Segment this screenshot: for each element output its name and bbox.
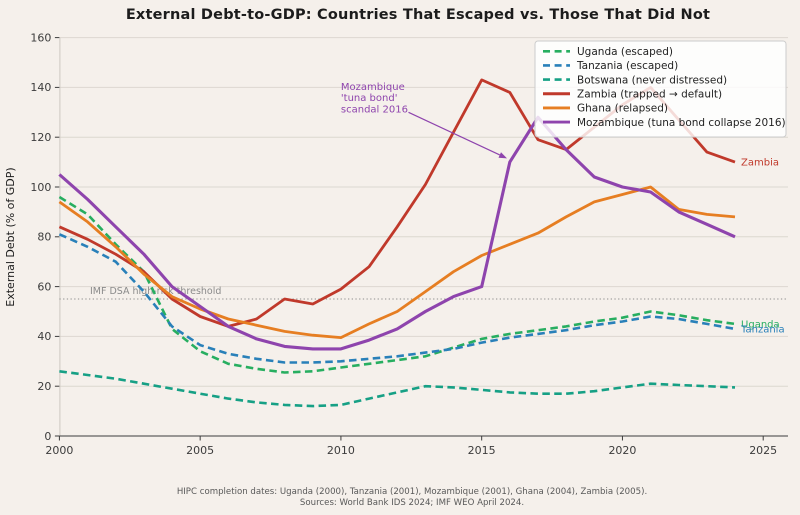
y-tick-label: 0 <box>44 430 51 443</box>
legend-item-tanzania: Tanzania (escaped) <box>543 60 678 72</box>
y-tick-label: 100 <box>30 181 51 194</box>
x-tick-label: 2000 <box>45 444 73 457</box>
series-line-botswana <box>59 370 736 408</box>
legend-label: Zambia (trapped → default) <box>577 88 722 100</box>
series-line-mozambique <box>58 115 736 351</box>
legend-label: Ghana (relapsed) <box>577 103 668 115</box>
series-line-ghana <box>58 185 736 339</box>
y-tick-label: 160 <box>30 31 51 44</box>
y-tick-label: 40 <box>37 330 51 343</box>
x-tick-label: 2010 <box>327 444 355 457</box>
x-tick-label: 2020 <box>608 444 636 457</box>
y-tick-label: 20 <box>37 380 51 393</box>
end-label-zambia: Zambia <box>741 158 779 169</box>
annotation-text-line: 'tuna bond' <box>341 93 398 104</box>
legend-item-mozambique: Mozambique (tuna bond collapse 2016) <box>543 117 786 129</box>
annotation-text-line: scandal 2016 <box>341 104 408 115</box>
chart-title: External Debt-to-GDP: Countries That Esc… <box>125 7 711 23</box>
annotation-text-line: Mozambique <box>341 82 405 93</box>
legend-label: Tanzania (escaped) <box>576 60 678 72</box>
legend-item-zambia: Zambia (trapped → default) <box>543 88 722 100</box>
y-tick-label: 80 <box>37 231 51 244</box>
threshold-label: IMF DSA high-risk threshold <box>90 286 221 297</box>
x-tick-label: 2025 <box>749 444 777 457</box>
legend-label: Uganda (escaped) <box>577 46 673 58</box>
y-tick-label: 120 <box>30 131 51 144</box>
annotation-arrow-line <box>408 111 501 156</box>
legend-item-botswana: Botswana (never distressed) <box>543 74 727 86</box>
y-tick-label: 60 <box>37 280 51 293</box>
threshold-group: IMF DSA high-risk threshold <box>59 286 788 300</box>
legend-item-ghana: Ghana (relapsed) <box>543 103 668 115</box>
series-line-tanzania <box>58 233 736 364</box>
legend-item-uganda: Uganda (escaped) <box>543 46 673 58</box>
legend: Uganda (escaped) Tanzania (escaped) Botswa… <box>534 40 787 138</box>
footer-note-sources: Sources: World Bank IDS 2024; IMF WEO Ap… <box>299 498 525 508</box>
x-axis-ticks: 2000 2005 2010 2015 2020 2025 <box>45 436 777 457</box>
end-label-uganda: Uganda <box>741 319 780 330</box>
y-tick-label: 140 <box>30 81 51 94</box>
y-axis-ticks: 0 20 40 60 80 100 120 140 160 <box>30 31 60 443</box>
series-line-uganda <box>58 195 736 374</box>
legend-label: Mozambique (tuna bond collapse 2016) <box>577 117 786 129</box>
annotation-arrowhead <box>498 152 508 159</box>
series-lines <box>58 78 736 408</box>
legend-box <box>534 40 787 138</box>
annotation-tuna-bond: Mozambique'tuna bond'scandal 2016 <box>341 82 508 159</box>
legend-label: Botswana (never distressed) <box>577 74 727 86</box>
footer-note-hipc: HIPC completion dates: Uganda (2000), Ta… <box>176 487 648 497</box>
x-tick-label: 2005 <box>186 444 214 457</box>
y-axis-label: External Debt (% of GDP) <box>4 167 17 306</box>
x-tick-label: 2015 <box>468 444 496 457</box>
end-label-tanzania: Tanzania <box>740 324 785 335</box>
